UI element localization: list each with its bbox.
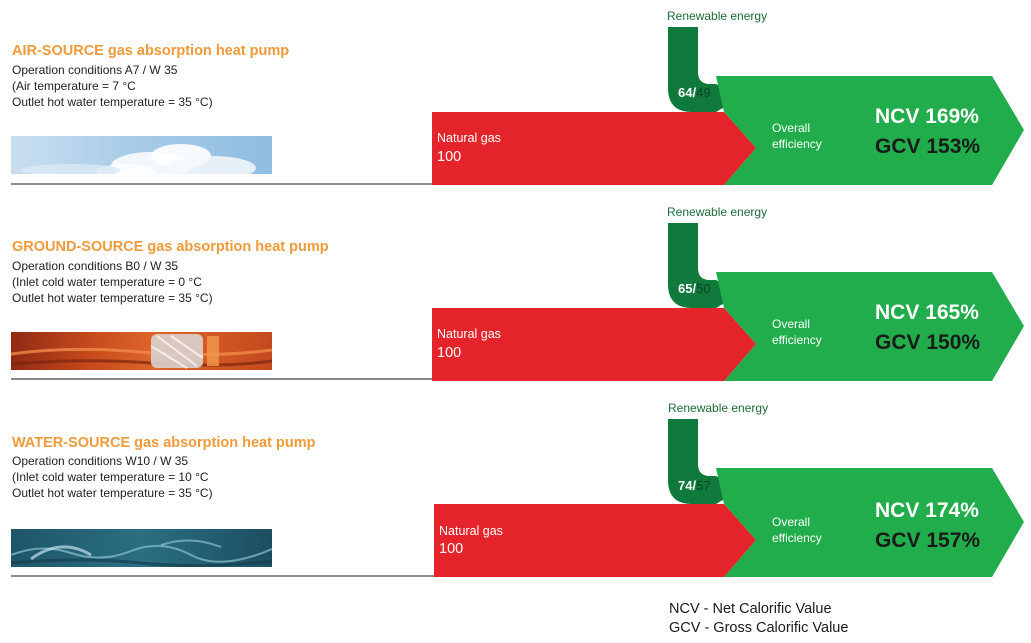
overall-efficiency-label: Overall efficiency xyxy=(772,317,822,347)
legend-ncv: NCV - Net Calorific Value xyxy=(669,601,832,617)
natural-gas-value: 100 xyxy=(437,149,462,165)
renewable-energy-label: Renewable energy xyxy=(667,205,768,219)
ncv-efficiency-value: NCV 165% xyxy=(875,301,979,324)
natural-gas-value: 100 xyxy=(437,345,462,361)
baseline-divider xyxy=(11,575,434,577)
section-title: GROUND-SOURCE gas absorption heat pump xyxy=(12,239,329,255)
energy-flow-arrows xyxy=(434,419,1024,577)
ground-pipes-photo xyxy=(11,332,272,370)
condition-detail: (Inlet cold water temperature = 0 °C xyxy=(12,275,202,289)
condition-detail: Outlet hot water temperature = 35 °C) xyxy=(12,486,213,500)
condition-detail: (Inlet cold water temperature = 10 °C xyxy=(12,470,209,484)
section-air-source: AIR-SOURCE gas absorption heat pump Oper… xyxy=(0,0,1031,196)
legend-gcv: GCV - Gross Calorific Value xyxy=(669,620,849,636)
section-ground-source: GROUND-SOURCE gas absorption heat pump O… xyxy=(0,196,1031,392)
gcv-efficiency-value: GCV 157% xyxy=(875,529,981,552)
baseline-divider xyxy=(11,378,434,380)
renewable-energy-value: 64/49 xyxy=(678,85,711,100)
renewable-energy-value: 65/50 xyxy=(678,281,711,296)
condition-detail: Outlet hot water temperature = 35 °C) xyxy=(12,291,213,305)
condition-detail: Outlet hot water temperature = 35 °C) xyxy=(12,95,213,109)
overall-efficiency-arrow xyxy=(716,76,1024,185)
natural-gas-arrow xyxy=(432,112,756,185)
condition-detail: (Air temperature = 7 °C xyxy=(12,79,136,93)
sky-clouds-photo xyxy=(11,136,272,174)
energy-flow-arrows xyxy=(432,223,1024,381)
natural-gas-arrow xyxy=(432,308,756,381)
natural-gas-label: Natural gas xyxy=(437,327,501,341)
section-title: AIR-SOURCE gas absorption heat pump xyxy=(12,43,290,59)
operation-conditions: Operation conditions A7 / W 35 xyxy=(12,63,178,77)
ncv-efficiency-value: NCV 169% xyxy=(875,105,979,128)
renewable-energy-value: 74/57 xyxy=(678,478,711,493)
natural-gas-arrow xyxy=(434,504,756,577)
natural-gas-label: Natural gas xyxy=(439,524,503,538)
baseline-divider xyxy=(11,183,434,185)
operation-conditions: Operation conditions W10 / W 35 xyxy=(12,454,189,468)
section-water-source: WATER-SOURCE gas absorption heat pump Op… xyxy=(0,392,1031,588)
overall-efficiency-label: Overall efficiency xyxy=(772,515,822,545)
natural-gas-value: 100 xyxy=(439,541,464,557)
operation-conditions: Operation conditions B0 / W 35 xyxy=(12,259,179,273)
overall-efficiency-arrow xyxy=(716,272,1024,381)
renewable-energy-label: Renewable energy xyxy=(667,9,768,23)
natural-gas-label: Natural gas xyxy=(437,131,501,145)
overall-efficiency-arrow xyxy=(716,468,1024,577)
overall-efficiency-label: Overall efficiency xyxy=(772,121,822,151)
section-title: WATER-SOURCE gas absorption heat pump xyxy=(12,435,316,451)
water-wave-photo xyxy=(11,529,272,567)
renewable-energy-label: Renewable energy xyxy=(668,401,769,415)
gcv-efficiency-value: GCV 150% xyxy=(875,331,981,354)
energy-flow-arrows xyxy=(432,27,1024,185)
gcv-efficiency-value: GCV 153% xyxy=(875,135,981,158)
ncv-efficiency-value: NCV 174% xyxy=(875,499,979,522)
